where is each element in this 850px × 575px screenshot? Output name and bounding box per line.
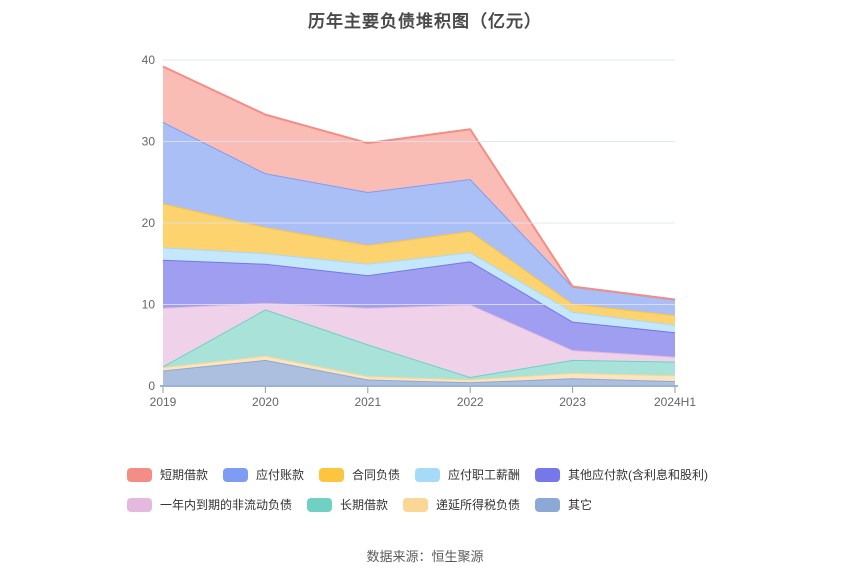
area-band-6	[163, 203, 675, 325]
legend-swatch-icon	[306, 497, 332, 512]
y-axis-label-0: 0	[148, 379, 155, 393]
x-axis-label-2022: 2022	[457, 395, 484, 409]
y-axis-label-30: 30	[142, 135, 156, 149]
x-axis-label-2021: 2021	[354, 395, 381, 409]
legend-swatch-icon	[535, 497, 561, 512]
legend-swatch-icon	[319, 467, 344, 482]
legend-swatch-icon	[535, 467, 561, 482]
x-axis-label-2023: 2023	[559, 395, 586, 409]
stacked-area-chart: 0 10 20 30 40 2019 2020 2021 2022 2023 2024H1	[142, 53, 697, 409]
legend-item-7[interactable]: 递延所得税负债	[403, 496, 520, 513]
legend-row-1: 短期借款 应付账款 合同负债 应付职工薪酬 其他应付款(含利息和股利)	[126, 466, 723, 483]
y-axis-label-40: 40	[142, 53, 156, 67]
chart-title: 历年主要负债堆积图（亿元）	[308, 12, 542, 31]
area-band-8	[163, 66, 675, 300]
legend-swatch-icon	[222, 467, 248, 482]
legend-item-0[interactable]: 短期借款	[126, 466, 208, 483]
area-band-3	[163, 302, 675, 377]
legend-label: 合同负债	[352, 468, 401, 482]
area-band-4	[163, 259, 675, 357]
legend-swatch-icon	[403, 497, 428, 512]
legend-item-1[interactable]: 应付账款	[222, 466, 304, 483]
legend-rows: 短期借款 应付账款 合同负债 应付职工薪酬 其他应付款(含利息和股利) 一年内到期的非流动…	[126, 466, 723, 526]
area-band-2	[163, 309, 675, 380]
legend-label: 其它	[568, 498, 593, 512]
legend-label: 长期借款	[339, 498, 388, 512]
legend-item-3[interactable]: 应付职工薪酬	[415, 466, 520, 483]
legend-label: 短期借款	[159, 468, 208, 482]
y-axis-label-20: 20	[142, 216, 156, 230]
legend-label: 其他应付款(含利息和股利)	[568, 468, 709, 482]
legend-swatch-icon	[415, 467, 441, 482]
area-band-1	[163, 355, 675, 383]
legend-item-6[interactable]: 长期借款	[306, 496, 388, 513]
legend-swatch-icon	[126, 467, 152, 482]
legend-item-8[interactable]: 其它	[535, 496, 592, 513]
y-axis-label-10: 10	[142, 298, 156, 312]
x-axis-label-2024H1: 2024H1	[654, 395, 696, 409]
area-band-7	[163, 121, 675, 316]
legend-item-2[interactable]: 合同负债	[319, 466, 400, 483]
area-band-5	[163, 247, 675, 333]
chart-legend: 短期借款 应付账款 合同负债 应付职工薪酬 其他应付款(含利息和股利) 一年内到期的非流动…	[0, 466, 850, 526]
data-source: 数据来源：恒生聚源	[366, 549, 484, 564]
x-axis-label-2019: 2019	[150, 395, 177, 409]
x-axis-label-2020: 2020	[252, 395, 279, 409]
legend-label: 一年内到期的非流动负债	[159, 498, 292, 512]
area-line-8	[162, 65, 676, 301]
legend-label: 应付职工薪酬	[448, 468, 521, 482]
legend-label: 递延所得税负债	[436, 498, 521, 512]
legend-item-5[interactable]: 一年内到期的非流动负债	[126, 496, 292, 513]
legend-item-4[interactable]: 其他应付款(含利息和股利)	[535, 466, 708, 483]
legend-row-2: 一年内到期的非流动负债 长期借款 递延所得税负债 其它	[126, 496, 723, 513]
legend-swatch-icon	[126, 497, 152, 512]
legend-label: 应付账款	[255, 468, 304, 482]
